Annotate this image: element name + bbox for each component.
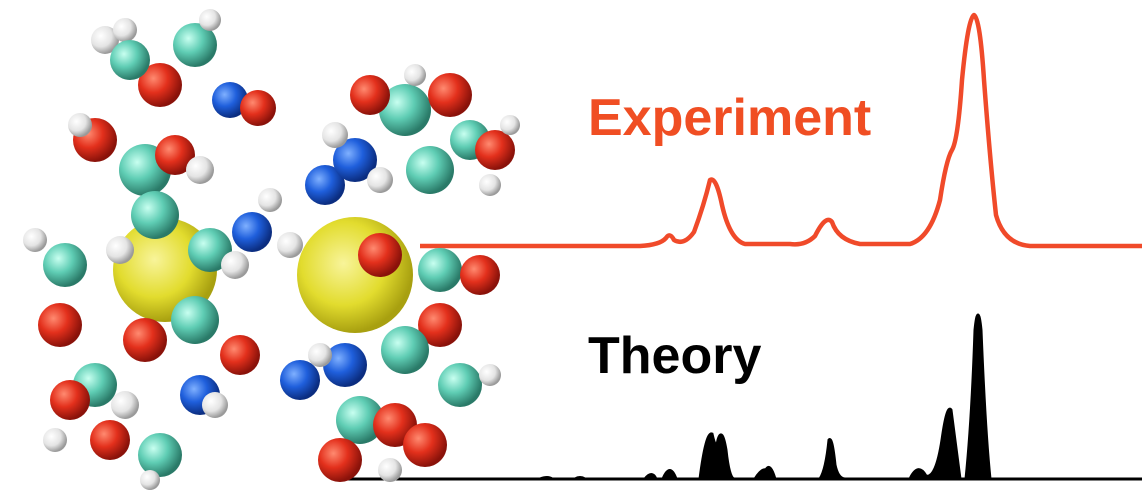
experiment-label: Experiment bbox=[588, 89, 871, 147]
figure: Experiment Theory bbox=[0, 0, 1142, 498]
molecule bbox=[23, 9, 520, 490]
page: {"labels": {"experiment": "Experiment", … bbox=[0, 0, 1142, 498]
theory-label: Theory bbox=[588, 327, 761, 385]
